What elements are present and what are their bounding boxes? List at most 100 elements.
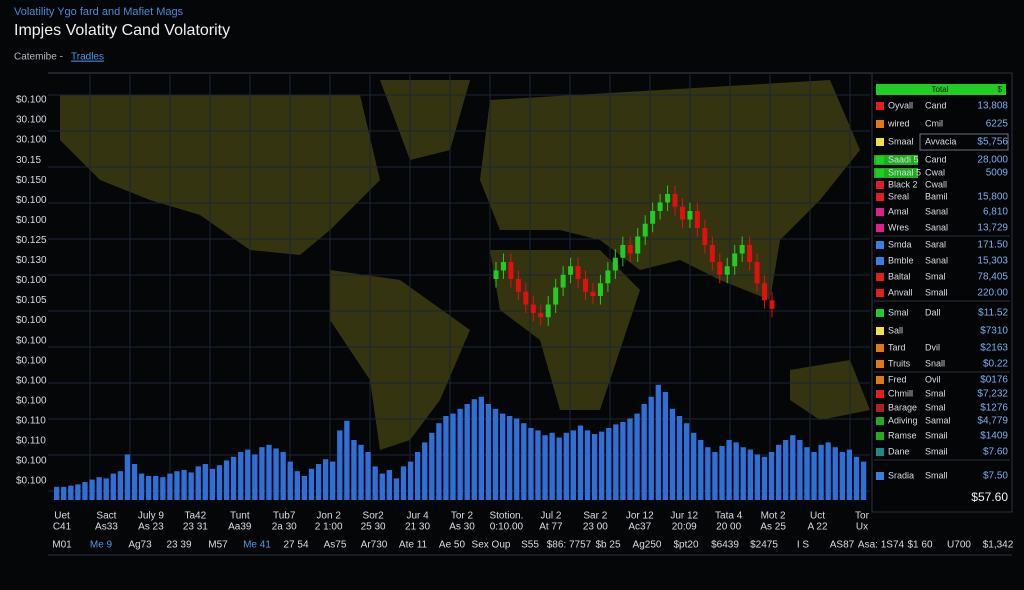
- candle-body: [568, 266, 574, 275]
- swatch: [876, 417, 884, 425]
- volume-bar: [754, 454, 761, 500]
- y-label: $0.100: [16, 315, 47, 326]
- x-label: $b 25: [595, 540, 620, 551]
- volume-bar: [280, 452, 286, 500]
- x-label: As 25: [760, 522, 786, 533]
- continent: [480, 80, 860, 300]
- swatch: [876, 472, 884, 480]
- volume-bar: [322, 459, 329, 500]
- y-label: 30.15: [16, 155, 41, 166]
- volume-bar: [705, 447, 711, 500]
- candle-body: [530, 304, 536, 313]
- swatch: [876, 309, 884, 317]
- x-label: As 23: [138, 522, 164, 533]
- row-name: Chmill: [888, 388, 913, 398]
- row-name: Smaal: [888, 136, 914, 146]
- volume-bar: [131, 464, 138, 500]
- swatch: [876, 224, 884, 232]
- volume-bar: [768, 452, 775, 500]
- x-label: 23 39: [166, 540, 191, 551]
- volume-bar: [393, 478, 400, 500]
- swatch: [876, 376, 884, 384]
- y-label: $0.110: [16, 436, 46, 447]
- volume-bar: [733, 442, 739, 500]
- candle-body: [493, 270, 499, 279]
- x-label: Sor2: [363, 511, 385, 522]
- volume-bar: [549, 432, 555, 500]
- x-label: C41: [53, 522, 72, 533]
- sidebar-header: [876, 84, 1006, 95]
- x-label: Tor: [855, 511, 870, 522]
- row-kind: Smail: [925, 430, 948, 440]
- volume-bar: [337, 430, 343, 500]
- x-label: Jul 2: [540, 511, 562, 522]
- volume-bar: [464, 404, 470, 500]
- x-label: Jur 4: [406, 511, 429, 522]
- y-label: $0.125: [16, 235, 47, 246]
- x-label: Tunt: [230, 511, 250, 522]
- volume-bar: [414, 452, 421, 500]
- row-name: Tard: [888, 342, 906, 352]
- row-kind: Cwal: [925, 167, 945, 177]
- kicker: Volatility Ygo fard and Mafiet Mags: [14, 6, 184, 18]
- volume-bar: [89, 479, 95, 500]
- row-value: 13,808: [977, 101, 1008, 112]
- y-label: $0.105: [16, 295, 47, 306]
- volume-bar: [563, 432, 569, 500]
- x-label: Jor 12: [626, 511, 654, 522]
- x-label: Sact: [96, 511, 116, 522]
- volume-bar: [400, 466, 407, 500]
- row-value: $7.60: [983, 447, 1008, 458]
- row-kind: Avvacia: [925, 136, 956, 146]
- volume-bar: [860, 461, 867, 500]
- volume-bar: [811, 452, 817, 500]
- x-label: As 30: [449, 522, 475, 533]
- volume-bar: [676, 416, 683, 500]
- swatch: [876, 360, 884, 368]
- swatch: [876, 120, 884, 128]
- row-value: $1276: [980, 403, 1008, 414]
- y-label: $0.100: [16, 275, 47, 286]
- volume-bar: [195, 466, 201, 500]
- volume-bar: [75, 484, 81, 500]
- y-label: $0.130: [16, 255, 47, 266]
- volume-bar: [761, 456, 768, 500]
- row-name: Bmble: [888, 255, 914, 265]
- row-value: 78,405: [977, 272, 1008, 283]
- row-kind: Smail: [925, 446, 948, 456]
- sidebar-head-value: $: [998, 85, 1003, 94]
- candle-body: [665, 194, 671, 203]
- candle-body: [717, 262, 723, 275]
- volume-bar: [301, 476, 308, 500]
- volume-bar: [591, 434, 598, 500]
- row-kind: Dvil: [925, 342, 940, 352]
- x-label: July 9: [138, 511, 165, 522]
- swatch: [876, 390, 884, 398]
- y-label: $0.100: [16, 476, 47, 487]
- volume-bar: [648, 396, 654, 500]
- volume-bar: [492, 408, 499, 500]
- row-value: $5,756: [977, 137, 1008, 148]
- sidebar: [871, 72, 1013, 513]
- row-value: 171.50: [977, 240, 1008, 251]
- swatch: [876, 193, 884, 201]
- volume-bar: [407, 461, 414, 500]
- volume-bar: [698, 440, 704, 500]
- breadcrumb-link[interactable]: Tradles: [71, 52, 104, 63]
- candle-body: [605, 270, 611, 284]
- swatch: [876, 327, 884, 335]
- volume-bar: [683, 423, 690, 500]
- y-label: $0.100: [16, 395, 47, 406]
- x-label: 20 00: [716, 522, 741, 533]
- y-label: $0.100: [16, 355, 47, 366]
- volume-bar: [804, 447, 810, 500]
- x-label: Ar730: [361, 540, 388, 551]
- x-label: Aa39: [228, 522, 252, 533]
- volume-bar: [330, 461, 336, 500]
- volume-bar: [294, 471, 300, 500]
- candle-body: [687, 211, 693, 220]
- volume-bar: [478, 396, 485, 500]
- x-label: Sex Oup: [472, 540, 511, 551]
- swatch: [876, 241, 884, 249]
- volume-bar: [188, 472, 194, 500]
